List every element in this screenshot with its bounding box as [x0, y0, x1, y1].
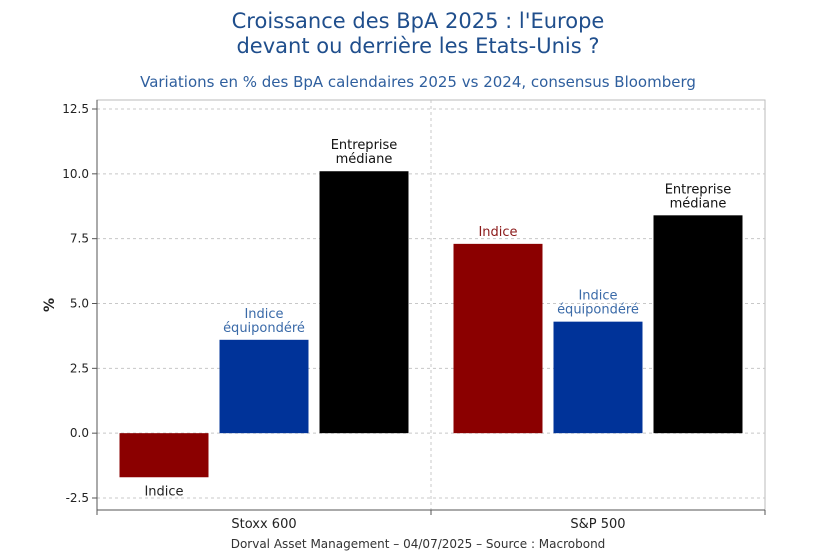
- bar-label: médiane: [670, 196, 727, 211]
- bar-label: Indice: [478, 225, 517, 240]
- y-tick-label: -2.5: [66, 491, 89, 505]
- y-tick-label: 0.0: [70, 426, 89, 440]
- bar: [553, 321, 643, 434]
- bar: [319, 171, 409, 434]
- bar-label: équipondéré: [223, 321, 305, 336]
- chart-title-line2: devant ou derrière les Etats-Unis ?: [236, 34, 600, 58]
- x-category-label: S&P 500: [570, 517, 625, 532]
- bar-label: Indice: [578, 289, 617, 304]
- bar-label: Entreprise: [665, 182, 732, 197]
- bar-label: équipondéré: [557, 303, 639, 318]
- chart-title-line1: Croissance des BpA 2025 : l'Europe: [231, 9, 605, 33]
- y-tick-label: 5.0: [70, 297, 89, 311]
- y-tick-label: 10.0: [62, 167, 89, 181]
- chart-footer: Dorval Asset Management – 04/07/2025 – S…: [230, 537, 606, 551]
- bar: [653, 215, 743, 434]
- bar-label: médiane: [336, 152, 393, 167]
- y-tick-label: 12.5: [62, 102, 89, 116]
- bar: [119, 433, 209, 478]
- chart-subtitle: Variations en % des BpA calendaires 2025…: [140, 73, 696, 91]
- y-axis-label: %: [42, 298, 58, 312]
- bar-label: Indice: [144, 484, 183, 499]
- bar: [453, 243, 543, 434]
- bar: [219, 339, 309, 434]
- y-tick-label: 2.5: [70, 361, 89, 375]
- y-tick-label: 7.5: [70, 232, 89, 246]
- bar-label: Indice: [244, 307, 283, 322]
- bar-label: Entreprise: [331, 138, 398, 153]
- x-category-label: Stoxx 600: [231, 517, 296, 532]
